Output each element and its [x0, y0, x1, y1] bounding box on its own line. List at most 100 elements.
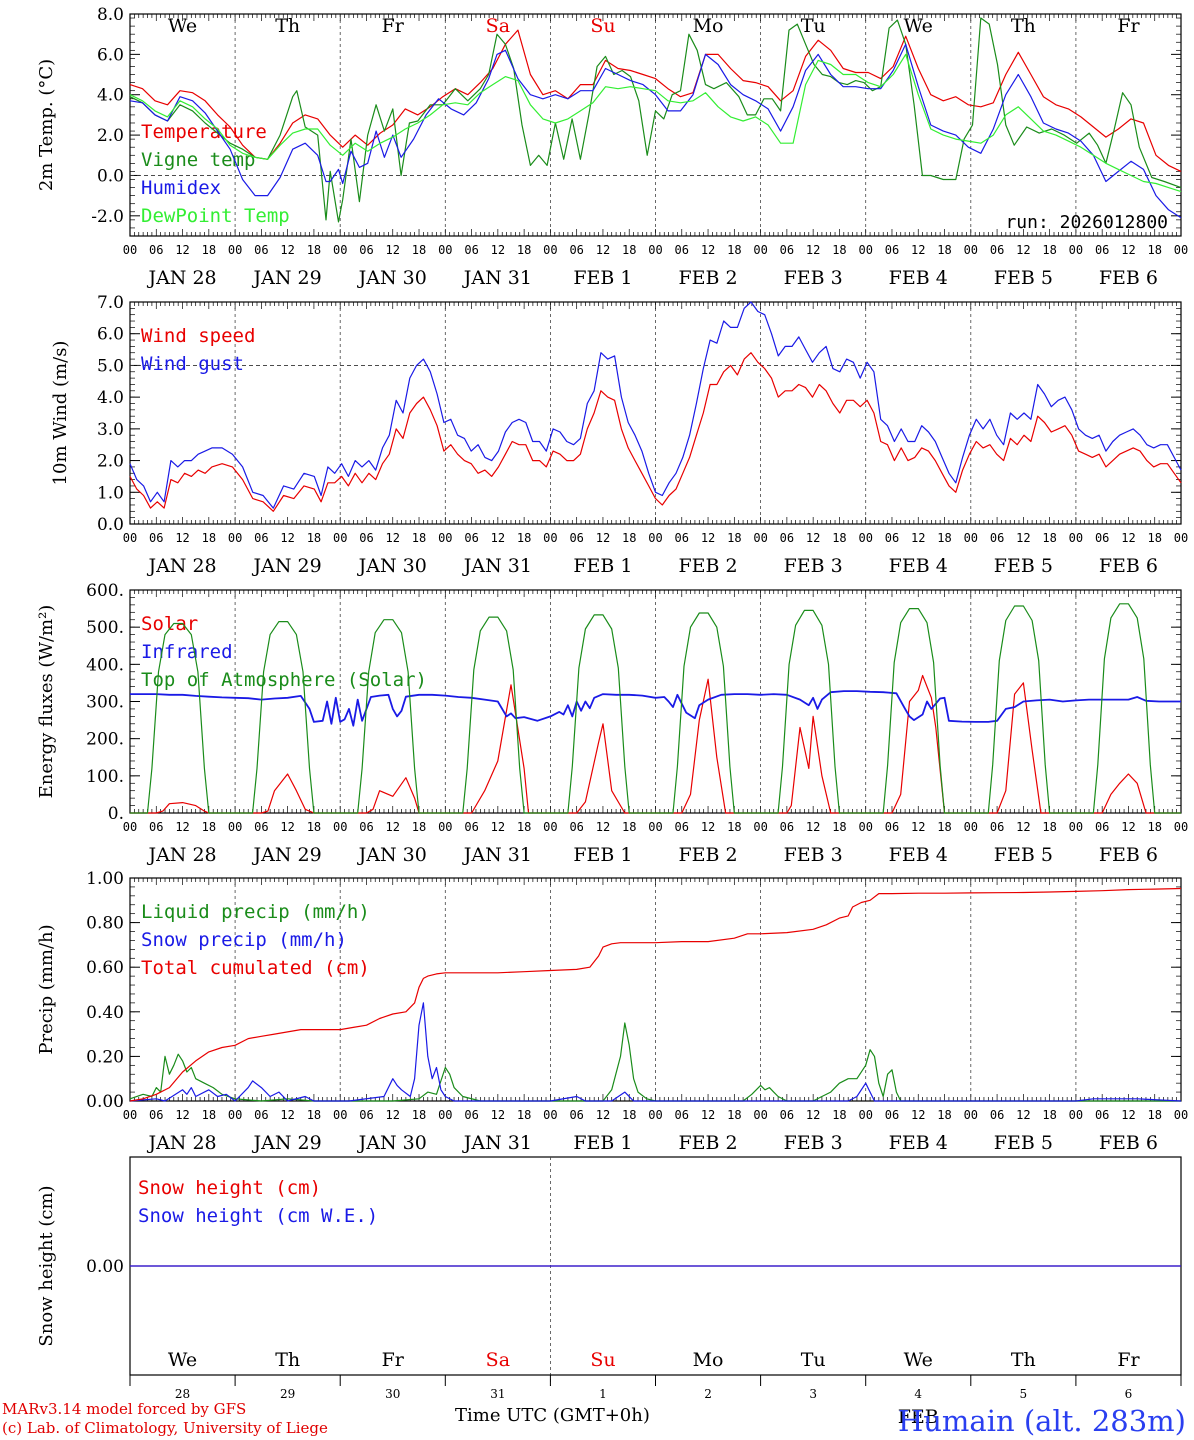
date-label: JAN 28 — [146, 1132, 216, 1154]
station-title: Humain (alt. 283m) — [897, 1404, 1186, 1438]
hour-tick-label: 18 — [622, 531, 636, 545]
hour-tick-label: 12 — [806, 820, 820, 834]
date-label: FEB 6 — [1099, 267, 1158, 289]
hour-tick-label: 00 — [1069, 1108, 1083, 1122]
hour-tick-label: 00 — [1174, 1108, 1188, 1122]
hour-tick-label: 18 — [307, 820, 321, 834]
y-tick-label: 200. — [86, 730, 124, 750]
y-tick-label: 3.0 — [97, 420, 124, 440]
hour-tick-label: 18 — [832, 531, 846, 545]
hour-tick-label: 00 — [543, 531, 557, 545]
day-name-label: Th — [275, 15, 300, 37]
y-tick-label: 8.0 — [97, 5, 124, 25]
bottom-date: 30 — [385, 1387, 400, 1401]
day-name-label: Th — [1011, 15, 1036, 37]
date-label: FEB 6 — [1099, 1132, 1158, 1154]
hour-tick-label: 00 — [648, 1108, 662, 1122]
series-line-total-cumulated-cm- — [129, 887, 1182, 1102]
hour-tick-label: 06 — [149, 1108, 163, 1122]
hour-tick-label: 00 — [753, 1108, 767, 1122]
hour-tick-label: 00 — [964, 531, 978, 545]
hour-tick-label: 00 — [964, 1108, 978, 1122]
y-tick-label: 0.00 — [86, 1257, 124, 1277]
date-label: FEB 6 — [1099, 844, 1158, 866]
hour-tick-label: 12 — [596, 243, 610, 257]
y-tick-label: 0. — [108, 804, 124, 824]
hour-tick-label: 18 — [937, 243, 951, 257]
date-label: JAN 30 — [357, 1132, 427, 1154]
hour-tick-label: 00 — [123, 820, 137, 834]
bottom-day-name: Su — [590, 1349, 615, 1371]
hour-tick-label: 18 — [937, 1108, 951, 1122]
day-name-label: Fr — [382, 15, 405, 37]
hour-tick-label: 00 — [543, 243, 557, 257]
hour-tick-label: 06 — [254, 531, 268, 545]
date-label: FEB 1 — [573, 844, 632, 866]
date-label: FEB 2 — [678, 555, 737, 577]
hour-tick-label: 06 — [675, 243, 689, 257]
hour-tick-label: 18 — [517, 243, 531, 257]
hour-tick-label: 12 — [386, 531, 400, 545]
hour-tick-label: 00 — [123, 243, 137, 257]
series-line-solar — [130, 674, 1181, 814]
date-label: JAN 29 — [252, 267, 322, 289]
hour-tick-label: 18 — [1042, 820, 1056, 834]
hour-tick-label: 12 — [280, 820, 294, 834]
hour-tick-label: 00 — [228, 531, 242, 545]
date-label: FEB 2 — [678, 267, 737, 289]
hour-tick-label: 06 — [254, 820, 268, 834]
date-label: FEB 3 — [784, 267, 843, 289]
bottom-day-name: Th — [1011, 1349, 1036, 1371]
y-tick-label: 100. — [86, 767, 124, 787]
hour-tick-label: 18 — [412, 243, 426, 257]
date-label: FEB 4 — [889, 267, 948, 289]
legend-temperature: Temperature — [141, 121, 267, 143]
y-tick-label: 1.00 — [86, 869, 124, 889]
hour-tick-label: 00 — [753, 531, 767, 545]
hour-tick-label: 06 — [885, 531, 899, 545]
hour-tick-label: 12 — [911, 531, 925, 545]
hour-tick-label: 06 — [1095, 820, 1109, 834]
hour-tick-label: 12 — [806, 531, 820, 545]
hour-tick-label: 12 — [491, 531, 505, 545]
hour-tick-label: 00 — [543, 1108, 557, 1122]
hour-tick-label: 18 — [307, 531, 321, 545]
date-label: JAN 28 — [146, 267, 216, 289]
series-line-snow-precip-mm-h- — [129, 1002, 1182, 1102]
hour-tick-label: 18 — [307, 243, 321, 257]
date-label: FEB 3 — [784, 844, 843, 866]
hour-tick-label: 18 — [412, 1108, 426, 1122]
hour-tick-label: 00 — [1069, 531, 1083, 545]
bottom-day-name: Th — [275, 1349, 300, 1371]
hour-tick-label: 00 — [648, 531, 662, 545]
hour-tick-label: 12 — [1016, 1108, 1030, 1122]
hour-tick-label: 00 — [228, 1108, 242, 1122]
y-tick-label: 300. — [86, 693, 124, 713]
hour-tick-label: 00 — [964, 243, 978, 257]
day-name-label: We — [904, 15, 933, 37]
hour-tick-label: 00 — [1069, 820, 1083, 834]
legend-snow-precip-mm-h-: Snow precip (mm/h) — [141, 929, 347, 951]
hour-tick-label: 12 — [491, 1108, 505, 1122]
legend-snow-height-cm-w-e-: Snow height (cm W.E.) — [138, 1205, 378, 1227]
legend-liquid-precip-mm-h-: Liquid precip (mm/h) — [141, 901, 370, 923]
bottom-day-name: Fr — [382, 1349, 405, 1371]
y-tick-label: 500. — [86, 618, 124, 638]
y-tick-label: 7.0 — [97, 293, 124, 313]
day-name-label: Mo — [693, 15, 724, 37]
legend-humidex: Humidex — [141, 177, 221, 199]
y-tick-label: 0.80 — [86, 914, 124, 934]
date-label: FEB 3 — [784, 555, 843, 577]
y-tick-label: 6.0 — [97, 45, 124, 65]
hour-tick-label: 12 — [806, 1108, 820, 1122]
y-tick-label: 5.0 — [97, 356, 124, 376]
hour-tick-label: 12 — [386, 820, 400, 834]
hour-tick-label: 06 — [675, 531, 689, 545]
hour-tick-label: 06 — [885, 820, 899, 834]
hour-tick-label: 12 — [175, 820, 189, 834]
hour-tick-label: 12 — [1016, 531, 1030, 545]
legend-top-of-atmosphere-solar-: Top of Atmosphere (Solar) — [141, 669, 427, 691]
hour-tick-label: 00 — [858, 531, 872, 545]
hour-tick-label: 00 — [228, 820, 242, 834]
y-axis-label: Precip (mm/h) — [36, 924, 57, 1054]
